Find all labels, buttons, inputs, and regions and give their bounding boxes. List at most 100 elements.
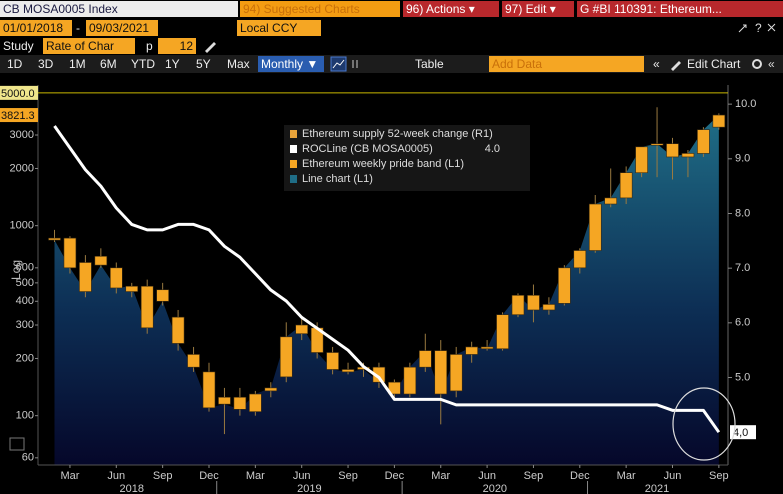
candle-body bbox=[542, 304, 556, 311]
collapse-icon[interactable]: « bbox=[653, 57, 660, 71]
period-button[interactable]: 5Y bbox=[196, 57, 211, 71]
date-separator: - bbox=[76, 21, 80, 35]
candle-body bbox=[156, 289, 169, 302]
legend-swatch bbox=[290, 175, 297, 183]
last-price-tag bbox=[0, 108, 38, 123]
candle-body bbox=[295, 324, 309, 335]
candle-body bbox=[63, 237, 77, 269]
table-button[interactable]: Table bbox=[415, 57, 444, 71]
legend-swatch bbox=[290, 160, 297, 168]
x-tick-label: Sep bbox=[338, 470, 358, 482]
candle-body bbox=[326, 352, 339, 370]
pencil-icon[interactable] bbox=[202, 38, 218, 54]
candle-body bbox=[94, 255, 108, 266]
y-tick-label: 200 bbox=[16, 352, 34, 364]
edit-chart[interactable]: Edit Chart bbox=[687, 57, 741, 71]
x-group-label: 2019 bbox=[297, 483, 321, 494]
x-tick-label: Mar bbox=[617, 470, 636, 482]
candle-body bbox=[434, 350, 448, 395]
period-button[interactable]: 1D bbox=[7, 57, 23, 71]
legend: Ethereum supply 52-week change (R1) ROCLi… bbox=[284, 125, 530, 191]
period-button[interactable]: 6M bbox=[100, 57, 117, 71]
edit-icons[interactable]: « bbox=[668, 56, 783, 72]
candle-body bbox=[558, 267, 571, 304]
add-data[interactable]: Add Data bbox=[489, 56, 644, 72]
legend-swatch bbox=[290, 130, 297, 138]
chart-type-icons[interactable] bbox=[330, 56, 370, 72]
x-tick-label: Mar bbox=[60, 470, 79, 482]
y-tick-label: 300 bbox=[16, 319, 34, 331]
x-group-label: 2020 bbox=[483, 483, 507, 494]
x-tick-label: Jun bbox=[107, 470, 125, 482]
period-button[interactable]: YTD bbox=[131, 57, 155, 71]
candle-body bbox=[218, 396, 231, 405]
y2-tick-label: 10.0 bbox=[735, 98, 756, 110]
small-icon[interactable] bbox=[9, 437, 25, 451]
y-axis-label: Log bbox=[9, 260, 23, 280]
x-group-label: 2018 bbox=[120, 483, 144, 494]
x-tick-label: Sep bbox=[524, 470, 544, 482]
candle-body bbox=[511, 295, 525, 315]
candle-body bbox=[279, 336, 293, 378]
menu-item[interactable]: G #BI 110391: Ethereum... bbox=[577, 1, 783, 17]
candle-body bbox=[681, 153, 695, 158]
x-tick-label: Jun bbox=[664, 470, 682, 482]
candle-body bbox=[573, 250, 587, 269]
candle-body bbox=[465, 346, 478, 355]
param-field[interactable]: 12 bbox=[158, 38, 196, 54]
candle-body bbox=[604, 197, 618, 205]
y-tick-label: 400 bbox=[16, 295, 34, 307]
y2-tick-label: 8.0 bbox=[735, 207, 750, 219]
menu-item[interactable]: 97) Edit ▾ bbox=[502, 1, 574, 17]
menu-item[interactable]: 96) Actions ▾ bbox=[403, 1, 499, 17]
period-button[interactable]: 3D bbox=[38, 57, 54, 71]
candle-body bbox=[48, 237, 61, 241]
y-tick-label: 60 bbox=[22, 452, 34, 464]
x-tick-label: Dec bbox=[199, 470, 219, 482]
candle-body bbox=[249, 393, 262, 412]
candle-body bbox=[187, 354, 200, 368]
reference-label: 5000.0 bbox=[1, 88, 35, 100]
candle-body bbox=[171, 316, 185, 344]
period-button[interactable]: 1Y bbox=[165, 57, 180, 71]
start-date[interactable]: 01/01/2018 bbox=[0, 20, 72, 36]
candle-body bbox=[202, 371, 216, 409]
candle-body bbox=[449, 354, 463, 392]
x-tick-label: Mar bbox=[246, 470, 265, 482]
last-price-label: 3821.3 bbox=[1, 110, 35, 122]
x-tick-label: Sep bbox=[709, 470, 729, 482]
period-button[interactable]: Max bbox=[227, 57, 250, 71]
x-tick-label: Sep bbox=[153, 470, 173, 482]
y2-tick-label: 7.0 bbox=[735, 262, 750, 274]
window-icons[interactable]: ? bbox=[735, 19, 783, 37]
candle-body bbox=[480, 346, 494, 350]
y-tick-label: 2000 bbox=[10, 162, 34, 174]
candle-body bbox=[264, 387, 278, 392]
y-tick-label: 1000 bbox=[10, 220, 34, 232]
candle-body bbox=[233, 396, 247, 410]
icon[interactable] bbox=[738, 24, 747, 33]
currency[interactable]: Local CCY bbox=[237, 20, 321, 36]
candle-body bbox=[712, 114, 726, 128]
x-tick-label: Dec bbox=[385, 470, 405, 482]
period-button[interactable]: 1M bbox=[69, 57, 86, 71]
svg-text:«: « bbox=[768, 57, 775, 71]
y-tick-label: 3000 bbox=[10, 129, 34, 141]
end-date[interactable]: 09/03/2021 bbox=[86, 20, 158, 36]
candle-body bbox=[403, 366, 417, 395]
legend-label: ROCLine (CB MOSA0005) bbox=[302, 143, 433, 155]
x-group-label: 2021 bbox=[645, 483, 669, 494]
frequency[interactable]: Monthly ▼ bbox=[258, 56, 324, 72]
candle-body bbox=[527, 295, 540, 311]
candle-body bbox=[650, 143, 664, 146]
icon[interactable] bbox=[767, 23, 776, 32]
icon[interactable]: ? bbox=[755, 21, 762, 35]
menu-item[interactable]: 94) Suggested Charts bbox=[240, 1, 400, 17]
legend-label: Line chart (L1) bbox=[302, 173, 373, 185]
security-field[interactable]: CB MOSA0005 Index bbox=[0, 1, 238, 17]
study-field[interactable]: Rate of Char bbox=[43, 38, 135, 54]
y2-tick-label: 5.0 bbox=[735, 371, 750, 383]
legend-box bbox=[284, 125, 530, 191]
candle-body bbox=[341, 369, 355, 373]
legend-label: Ethereum weekly pride band (L1) bbox=[302, 158, 464, 170]
